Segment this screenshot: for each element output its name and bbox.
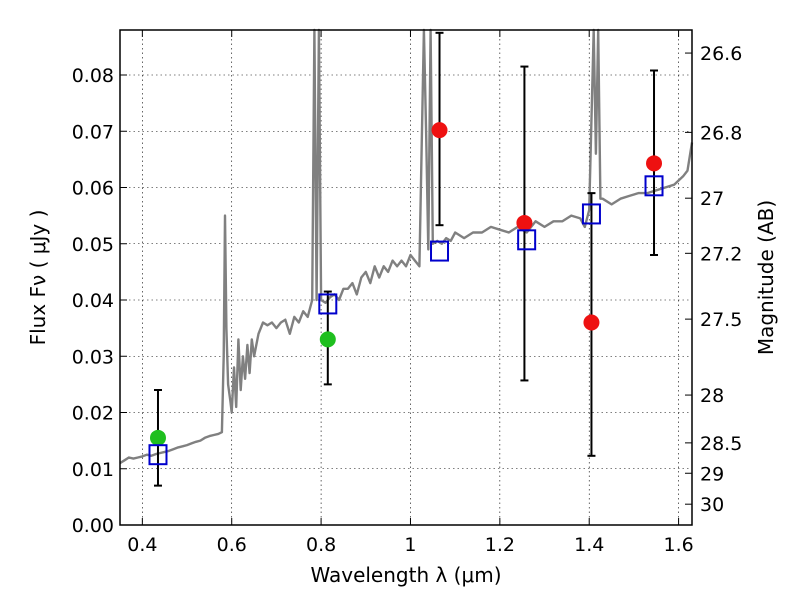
- x-tick-labels: 0.4 0.6 0.8 1 1.2 1.4 1.6: [127, 534, 693, 556]
- y-tick-label: 0.01: [72, 459, 114, 481]
- right-tick-label: 28: [700, 385, 724, 407]
- x-tick-label: 0.8: [306, 534, 336, 556]
- circle-point: [319, 331, 336, 348]
- y-tick-labels: 0.00 0.01 0.02 0.03 0.04 0.05 0.06 0.07 0.08: [72, 65, 114, 537]
- right-tick-label: 26.6: [700, 43, 742, 65]
- x-tick-label: 1: [404, 534, 416, 556]
- error-bars: [153, 31, 659, 487]
- y-tick-label: 0.05: [72, 234, 114, 256]
- x-tick-label: 0.6: [217, 534, 247, 556]
- x-tick-label: 0.4: [127, 534, 157, 556]
- x-axis-label: Wavelength λ (μm): [310, 563, 501, 587]
- right-tick-label: 27: [700, 188, 724, 210]
- square-point: [318, 293, 338, 315]
- right-tick-label: 27.5: [700, 309, 742, 331]
- circle-point: [646, 155, 663, 172]
- square-point: [581, 203, 601, 225]
- square-point: [430, 240, 450, 262]
- x-tick-label: 1.2: [485, 534, 515, 556]
- spectrum-line: [119, 28, 694, 465]
- right-tick-label: 28.5: [700, 433, 742, 455]
- y-tick-label: 0.07: [72, 121, 114, 143]
- y-axis-label: Flux Fν ( μJy ): [26, 210, 50, 346]
- right-axis-label: Magnitude (AB): [754, 200, 778, 355]
- plot-frame: [119, 29, 693, 526]
- y-tick-label: 0.06: [72, 178, 114, 200]
- data-markers: [148, 122, 664, 466]
- right-tick-label: 29: [700, 463, 724, 485]
- circle-point: [149, 429, 166, 446]
- circle-point: [431, 122, 448, 139]
- spectrum-series: [119, 28, 694, 465]
- y-tick-label: 0.00: [72, 515, 114, 537]
- grid-lines: [120, 30, 692, 526]
- y-tick-label: 0.02: [72, 403, 114, 425]
- right-tick-label: 26.8: [700, 122, 742, 144]
- right-tick-label: 30: [700, 494, 724, 516]
- right-tick-labels: 26.6 26.8 27 27.2 27.5 28 28.5 29 30: [700, 43, 742, 516]
- square-point: [644, 175, 664, 197]
- y-tick-label: 0.03: [72, 346, 114, 368]
- y-tick-label: 0.04: [72, 290, 114, 312]
- circle-point: [583, 314, 600, 331]
- x-tick-label: 1.6: [663, 534, 693, 556]
- square-point: [148, 444, 168, 466]
- axis-ticks: [120, 30, 692, 526]
- y-tick-label: 0.08: [72, 65, 114, 87]
- circle-point: [516, 214, 533, 231]
- right-tick-label: 27.2: [700, 243, 742, 265]
- x-tick-label: 1.4: [574, 534, 604, 556]
- square-point: [517, 229, 537, 251]
